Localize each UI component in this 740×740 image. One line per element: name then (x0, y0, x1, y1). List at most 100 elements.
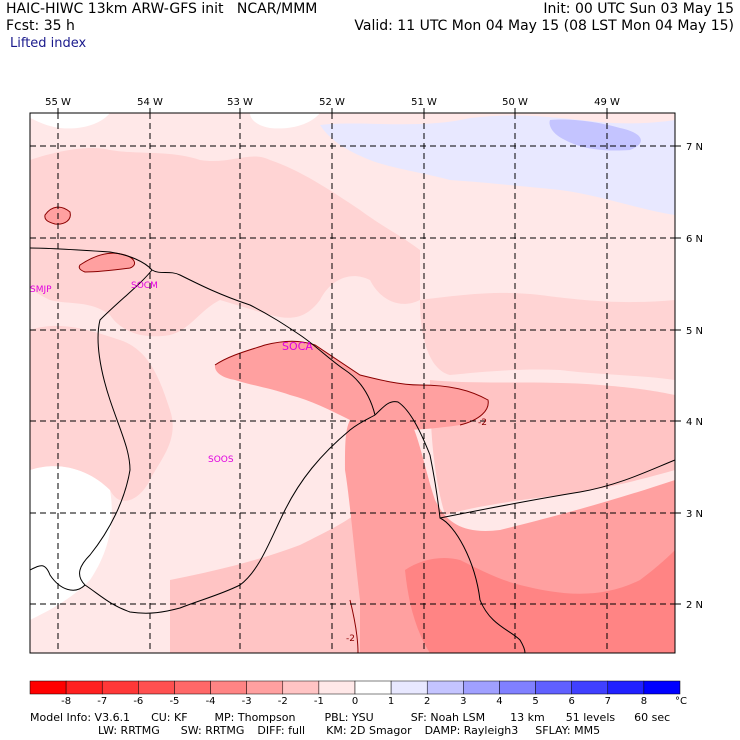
colorbar-tick-label: 0 (352, 696, 358, 707)
organization-label: NCAR/MMM (236, 1, 318, 17)
colorbar-swatch (499, 680, 536, 695)
colorbar-swatch (246, 680, 284, 695)
contour-value-labels: -2 -2 (346, 418, 487, 644)
lat-label: 2 N (686, 600, 703, 611)
lon-label: 49 W (594, 97, 620, 108)
colorbar-tick-label: 4 (496, 696, 502, 707)
colorbar-tick-label: 5 (532, 696, 538, 707)
init-time: Init: 00 UTC Sun 03 May 15 (543, 1, 734, 17)
colorbar-swatch (426, 680, 464, 695)
colorbar-swatch (607, 680, 645, 695)
colorbar-tick-label: -5 (169, 696, 179, 707)
neutral-pocket-n (250, 113, 320, 129)
colorbar-swatch (282, 680, 320, 695)
border-west (79, 269, 376, 614)
vertical-levels: 51 levels (565, 711, 616, 724)
eddy-coefficient-option: KM: 2D Smagor (326, 724, 412, 737)
model-run-name: HAIC-HIWC 13km ARW-GFS init (6, 1, 224, 17)
map-frame (29, 112, 676, 654)
colorbar-tick-label: 1 (388, 696, 394, 707)
right-ticks (675, 145, 681, 605)
surface-layer-option: SFLAY: MM5 (535, 724, 601, 737)
model-title: HAIC-HIWC 13km ARW-GFS init NCAR/MMM (6, 1, 317, 17)
colorbar-swatch (571, 680, 609, 695)
weak-negative-se (430, 380, 675, 515)
cumulus-scheme: CU: KF (151, 711, 188, 724)
positive-region-ne-core (549, 119, 641, 151)
top-ticks (57, 108, 608, 113)
damping-option: DAMP: Rayleigh3 (424, 724, 519, 737)
coastlines-borders (29, 247, 676, 654)
time-step: 60 sec (634, 711, 671, 724)
contour-blob-nw (44, 206, 71, 225)
colorbar-tick-label: -1 (314, 696, 324, 707)
station-socm: SOCM (131, 281, 158, 291)
colorbar-unit: °C (675, 696, 687, 707)
neutral-pocket-sw (30, 466, 112, 620)
colorbar-tick-label: 8 (641, 696, 647, 707)
colorbar-tick-label: -2 (278, 696, 288, 707)
colorbar-tick-label: 6 (568, 696, 574, 707)
colorbar-swatch (29, 680, 67, 695)
lat-label: 3 N (686, 509, 703, 520)
lon-label: 51 W (411, 97, 437, 108)
station-labels: SMJP SOCM SOCA SOOS (30, 281, 313, 465)
lon-labels: 55 W 54 W 53 W 52 W 51 W 50 W 49 W (45, 97, 620, 108)
colorbar-swatch (390, 680, 428, 695)
model-version: Model Info: V3.6.1 (30, 711, 131, 724)
lat-label: 5 N (686, 326, 703, 337)
colorbar-swatch (318, 680, 356, 695)
colorbar-tick-label: -3 (242, 696, 252, 707)
lon-label: 50 W (502, 97, 528, 108)
lon-label: 54 W (137, 97, 163, 108)
microphysics-scheme: MP: Thompson (214, 711, 296, 724)
weak-negative-nw (30, 148, 420, 337)
colorbar-tick-label: 7 (605, 696, 611, 707)
lon-label: 52 W (319, 97, 345, 108)
colorbar-tick-label: -8 (61, 696, 71, 707)
colorbar-swatch (210, 680, 247, 695)
moderate-negative-river (214, 341, 489, 430)
lon-label: 55 W (45, 97, 71, 108)
border-southeast (439, 459, 676, 519)
diffusion-option: DIFF: full (257, 724, 306, 737)
colorbar-swatch (174, 680, 211, 695)
coastline (29, 247, 376, 416)
shaded-field (30, 113, 675, 653)
border-southwest (29, 565, 86, 591)
weak-negative-e (420, 292, 675, 380)
valid-time: Valid: 11 UTC Mon 04 May 15 (08 LST Mon … (354, 18, 734, 34)
surface-scheme: SF: Noah LSM (410, 711, 486, 724)
footer-physics-info: LW: RRTMG SW: RRTMG DIFF: full KM: 2D Sm… (98, 725, 600, 737)
colorbar-swatch (535, 680, 572, 695)
weak-negative-w (30, 325, 173, 501)
shortwave-scheme: SW: RRTMG (180, 724, 245, 737)
pbl-scheme: PBL: YSU (324, 711, 374, 724)
weak-negative-s (170, 510, 360, 653)
station-soca: SOCA (282, 340, 313, 353)
grid-resolution: 13 km (510, 711, 545, 724)
colorbar-swatch (65, 680, 103, 695)
colorbar-swatch (463, 680, 500, 695)
colorbar-tick-label: 2 (424, 696, 430, 707)
colorbar-swatch (354, 680, 392, 695)
colorbar: -8 -7 -6 -5 -4 -3 -2 -1 0 1 2 3 4 5 6 7 8 °C (29, 680, 687, 707)
colorbar-swatch (643, 680, 681, 695)
longwave-scheme: LW: RRTMG (98, 724, 160, 737)
station-soos: SOOS (208, 455, 234, 465)
lat-label: 6 N (686, 234, 703, 245)
lat-labels: 7 N 6 N 5 N 4 N 3 N 2 N (686, 142, 703, 611)
station-smjp: SMJP (30, 285, 52, 295)
colorbar-swatch (101, 680, 139, 695)
graticule (30, 113, 675, 653)
colorbar-tick-label: 3 (460, 696, 466, 707)
colorbar-tick-label: -7 (97, 696, 107, 707)
footer-model-info: Model Info: V3.6.1 CU: KF MP: Thompson P… (30, 712, 670, 724)
lat-label: 7 N (686, 142, 703, 153)
colorbar-swatch (138, 680, 175, 695)
colorbar-tick-label: -6 (133, 696, 143, 707)
contour-coast (78, 252, 136, 273)
contour-label: -2 (478, 418, 487, 428)
neutral-pocket-nw (30, 113, 110, 129)
